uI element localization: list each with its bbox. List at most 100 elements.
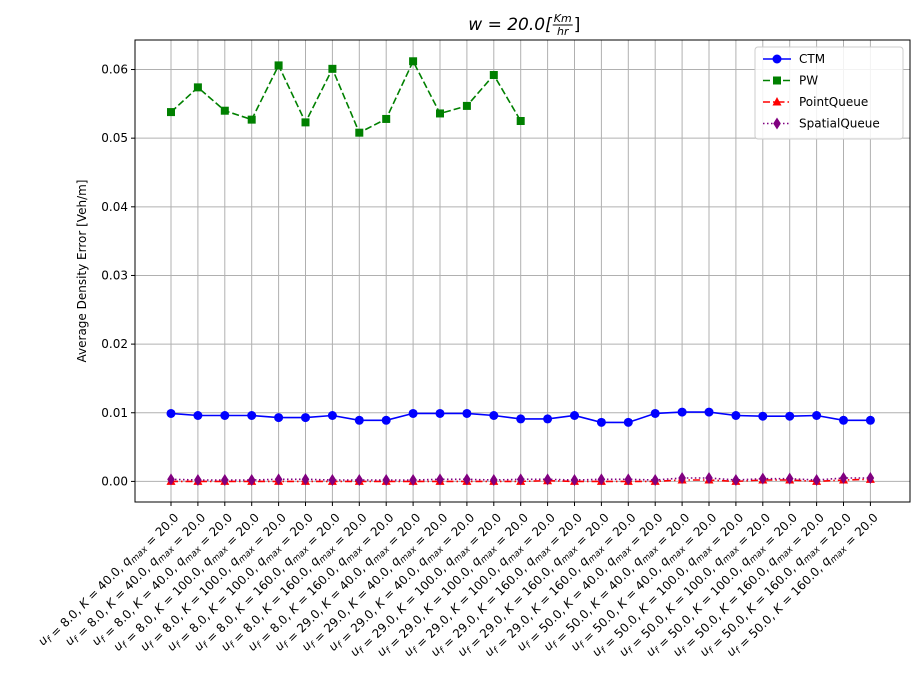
data-point-spatialqueue [812, 474, 821, 487]
data-point-spatialqueue [543, 473, 552, 486]
data-point-spatialqueue [490, 474, 498, 487]
data-point-pw [462, 101, 471, 110]
legend-item-spatialqueue: SpatialQueue [763, 117, 880, 131]
data-point-ctm [381, 415, 391, 425]
data-point-ctm [623, 417, 633, 427]
data-point-spatialqueue [785, 472, 794, 485]
data-point-pw [247, 115, 256, 124]
legend-swatch-marker [773, 117, 781, 130]
data-point-ctm [408, 408, 418, 418]
data-point-ctm [435, 408, 445, 418]
data-point-ctm [166, 408, 176, 418]
data-point-spatialqueue [516, 473, 525, 486]
data-point-spatialqueue [274, 473, 283, 486]
data-point-pw [382, 114, 391, 123]
legend-box [754, 46, 904, 140]
data-point-ctm [812, 411, 822, 421]
data-point-spatialqueue [247, 474, 256, 487]
data-point-ctm [274, 413, 284, 423]
data-point-pw [328, 64, 337, 73]
data-point-ctm [489, 411, 499, 421]
data-point-ctm [327, 411, 337, 421]
data-point-pw [516, 117, 525, 126]
data-point-ctm [516, 414, 526, 424]
data-point-spatialqueue [839, 471, 848, 484]
data-point-pw [274, 61, 283, 70]
data-point-ctm [865, 415, 875, 425]
data-point-spatialqueue [301, 473, 310, 486]
data-point-ctm [354, 415, 364, 425]
legend-swatch-marker [773, 76, 781, 85]
data-point-spatialqueue [759, 472, 767, 485]
data-point-ctm [677, 407, 687, 417]
data-point-pw [301, 118, 310, 127]
series-spatialqueue [167, 471, 875, 487]
data-point-ctm [193, 411, 203, 421]
data-point-ctm [462, 408, 472, 418]
y-tick-label: 0.05 [101, 131, 128, 145]
data-point-spatialqueue [167, 473, 175, 486]
title-lhs: w = 20.0[ [468, 15, 553, 35]
data-point-pw [167, 108, 175, 117]
data-point-spatialqueue [355, 474, 364, 487]
series-ctm [166, 407, 875, 427]
title-rhs: ] [574, 15, 581, 35]
data-point-ctm [731, 411, 741, 421]
data-point-pw [409, 57, 418, 66]
data-point-pw [193, 83, 202, 92]
data-point-spatialqueue [436, 473, 444, 486]
data-point-ctm [220, 411, 230, 421]
data-point-spatialqueue [597, 473, 606, 486]
data-point-ctm [650, 408, 660, 418]
data-point-ctm [758, 411, 768, 421]
legend-swatch-marker [772, 97, 782, 106]
series-pw [167, 57, 525, 137]
data-point-spatialqueue [732, 474, 740, 487]
data-point-ctm [785, 411, 795, 421]
legend-label: PW [799, 74, 818, 88]
legend-item-ctm: CTM [763, 52, 825, 66]
data-point-ctm [839, 415, 848, 425]
data-point-ctm [301, 413, 310, 423]
data-point-spatialqueue [570, 474, 579, 487]
legend-label: CTM [799, 52, 825, 66]
data-point-spatialqueue [382, 474, 390, 487]
legend-label: SpatialQueue [799, 117, 880, 131]
y-tick-label: 0.03 [101, 268, 128, 282]
y-tick-label: 0.01 [101, 406, 128, 420]
data-point-ctm [596, 417, 606, 427]
title-fraction-denominator: hr [557, 25, 570, 38]
y-axis-label: Average Density Error [Veh/m] [75, 180, 89, 363]
data-point-ctm [543, 414, 553, 424]
data-point-spatialqueue [194, 474, 202, 487]
legend-label: PointQueue [799, 95, 868, 109]
legend-item-pw: PW [763, 74, 818, 88]
series-line-pw [170, 59, 522, 134]
data-point-ctm [704, 407, 714, 417]
data-point-spatialqueue [221, 474, 229, 487]
y-tick-label: 0.02 [101, 337, 128, 351]
series-line-spatialqueue [170, 477, 871, 481]
data-point-spatialqueue [866, 471, 875, 484]
data-point-spatialqueue [463, 473, 471, 486]
data-point-spatialqueue [651, 474, 659, 487]
y-tick-label: 0.04 [101, 200, 128, 214]
data-point-pw [355, 128, 364, 137]
y-tick-label: 0.00 [101, 474, 128, 488]
series-layer [166, 57, 875, 487]
data-point-pw [220, 106, 229, 115]
legend: CTM PW PointQueue SpatialQueue [754, 46, 904, 140]
data-point-spatialqueue [678, 471, 686, 484]
data-point-ctm [247, 411, 257, 421]
data-point-spatialqueue [409, 474, 417, 487]
data-point-spatialqueue [328, 474, 337, 487]
legend-item-pointqueue: PointQueue [763, 95, 868, 109]
data-point-spatialqueue [705, 471, 713, 484]
data-point-pw [436, 109, 444, 118]
plot-frame [134, 39, 911, 503]
data-point-ctm [570, 411, 579, 421]
legend-swatch-marker [772, 54, 782, 64]
y-tick-label: 0.06 [101, 63, 128, 77]
